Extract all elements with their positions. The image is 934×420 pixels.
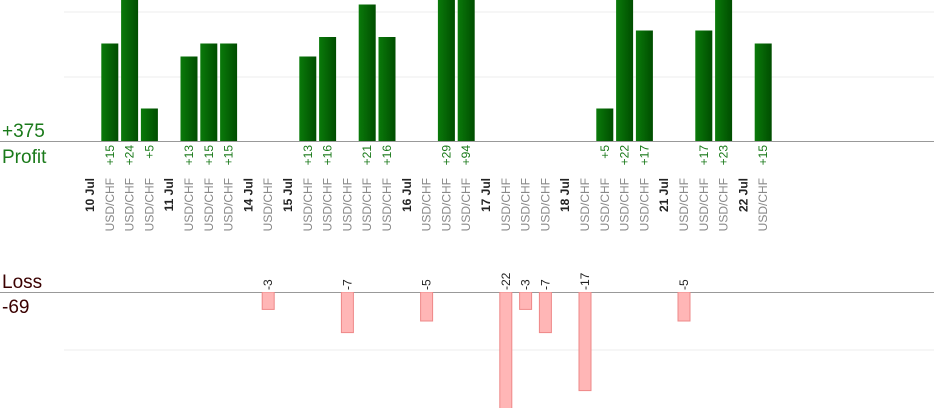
symbol-label: USD/CHF <box>637 178 651 231</box>
date-label: 14 Jul <box>241 178 255 212</box>
date-label: 21 Jul <box>657 178 671 212</box>
profit-bar <box>715 0 733 141</box>
profit-bar <box>695 30 713 141</box>
value-label: -7 <box>340 279 354 290</box>
value-label: +16 <box>380 145 394 166</box>
profit-bar <box>754 43 772 141</box>
profit-bar <box>635 30 653 141</box>
profit-bar <box>140 108 158 141</box>
symbol-label: USD/CHF <box>499 178 513 231</box>
value-label: +94 <box>459 145 473 166</box>
value-label: -5 <box>420 279 434 290</box>
value-label: +24 <box>123 145 137 166</box>
loss-bar <box>499 292 513 408</box>
symbol-label: USD/CHF <box>578 178 592 231</box>
profit-bar <box>121 0 139 141</box>
symbol-label: USD/CHF <box>182 178 196 231</box>
date-label: 10 Jul <box>83 178 97 212</box>
value-label: +5 <box>598 145 612 159</box>
value-label: -22 <box>499 272 513 290</box>
loss-total: -69 <box>2 297 29 318</box>
symbol-label: USD/CHF <box>222 178 236 231</box>
profit-bar <box>437 0 455 141</box>
symbol-label: USD/CHF <box>380 178 394 231</box>
profit-bar <box>378 37 396 141</box>
symbol-label: USD/CHF <box>538 178 552 231</box>
symbol-label: USD/CHF <box>618 178 632 231</box>
profit-bar <box>180 56 198 141</box>
value-label: +5 <box>142 145 156 159</box>
symbol-label: USD/CHF <box>677 178 691 231</box>
symbol-label: USD/CHF <box>103 178 117 231</box>
symbol-label: USD/CHF <box>340 178 354 231</box>
loss-bar <box>578 292 592 392</box>
value-label: +22 <box>618 145 632 166</box>
value-label: +17 <box>637 145 651 166</box>
symbol-label: USD/CHF <box>697 178 711 231</box>
profit-bar <box>596 108 614 141</box>
profit-bar <box>616 0 634 141</box>
symbol-label: USD/CHF <box>756 178 770 231</box>
profit-bar <box>319 37 337 141</box>
date-label: 17 Jul <box>479 178 493 212</box>
profit-total: +375 <box>2 121 45 142</box>
profit-bar <box>299 56 317 141</box>
loss-bar <box>340 292 354 334</box>
date-label: 15 Jul <box>281 178 295 212</box>
value-label: +15 <box>222 145 236 166</box>
date-label: 18 Jul <box>558 178 572 212</box>
symbol-label: USD/CHF <box>459 178 473 231</box>
symbol-label: USD/CHF <box>439 178 453 231</box>
profit-bar <box>101 43 119 141</box>
loss-bar <box>261 292 275 310</box>
symbol-label: USD/CHF <box>420 178 434 231</box>
profit-bar <box>220 43 238 141</box>
loss-bar <box>420 292 434 322</box>
value-label: -17 <box>578 272 592 290</box>
profit-bar <box>358 4 376 141</box>
symbol-label: USD/CHF <box>598 178 612 231</box>
loss-label: Loss <box>2 272 42 293</box>
profit-bar <box>457 0 475 141</box>
date-label: 16 Jul <box>400 178 414 212</box>
value-label: +29 <box>439 145 453 166</box>
value-label: +21 <box>360 145 374 166</box>
value-label: +13 <box>182 145 196 166</box>
value-label: -7 <box>538 279 552 290</box>
profit-label: Profit <box>2 147 47 168</box>
value-label: -3 <box>519 279 533 290</box>
date-label: 11 Jul <box>162 178 176 211</box>
symbol-label: USD/CHF <box>142 178 156 231</box>
loss-bar <box>677 292 691 322</box>
value-label: +15 <box>202 145 216 166</box>
profit-bar <box>200 43 218 141</box>
value-label: -5 <box>677 279 691 290</box>
symbol-label: USD/CHF <box>261 178 275 231</box>
value-label: +15 <box>756 145 770 166</box>
symbol-label: USD/CHF <box>360 178 374 231</box>
loss-bar <box>519 292 533 310</box>
loss-bars <box>261 292 691 408</box>
value-label: +13 <box>301 145 315 166</box>
value-label: +16 <box>321 145 335 166</box>
symbol-label: USD/CHF <box>321 178 335 231</box>
value-label: -3 <box>261 279 275 290</box>
value-label: +23 <box>717 145 731 166</box>
symbol-label: USD/CHF <box>202 178 216 231</box>
symbol-label: USD/CHF <box>123 178 137 231</box>
loss-bar <box>538 292 552 334</box>
symbol-label: USD/CHF <box>519 178 533 231</box>
value-label: +15 <box>103 145 117 166</box>
value-label: +17 <box>697 145 711 166</box>
symbol-label: USD/CHF <box>717 178 731 231</box>
date-label: 22 Jul <box>736 178 750 212</box>
symbol-label: USD/CHF <box>301 178 315 231</box>
